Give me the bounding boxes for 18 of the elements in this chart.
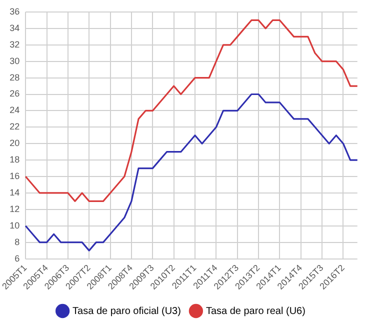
y-tick-label: 22 xyxy=(10,122,20,132)
y-tick-label: 36 xyxy=(10,6,20,16)
y-tick-label: 28 xyxy=(10,72,20,82)
y-tick-label: 12 xyxy=(10,204,20,214)
y-tick-label: 26 xyxy=(10,88,20,99)
y-tick-label: 10 xyxy=(10,220,20,230)
y-tick-label: 24 xyxy=(10,105,20,116)
y-tick-label: 34 xyxy=(10,22,20,33)
y-tick-label: 30 xyxy=(10,56,20,66)
y-tick-label: 14 xyxy=(10,187,20,198)
y-tick-label: 16 xyxy=(10,171,20,182)
legend-label: Tasa de paro oficial (U3) xyxy=(72,306,181,317)
y-tick-label: 8 xyxy=(14,236,20,247)
y-tick-label: 18 xyxy=(10,154,20,165)
y-tick-label: 32 xyxy=(10,39,20,50)
y-tick-label: 6 xyxy=(14,253,20,264)
legend-label: Tasa de paro real (U6) xyxy=(206,306,306,317)
y-tick-label: 20 xyxy=(10,138,20,148)
